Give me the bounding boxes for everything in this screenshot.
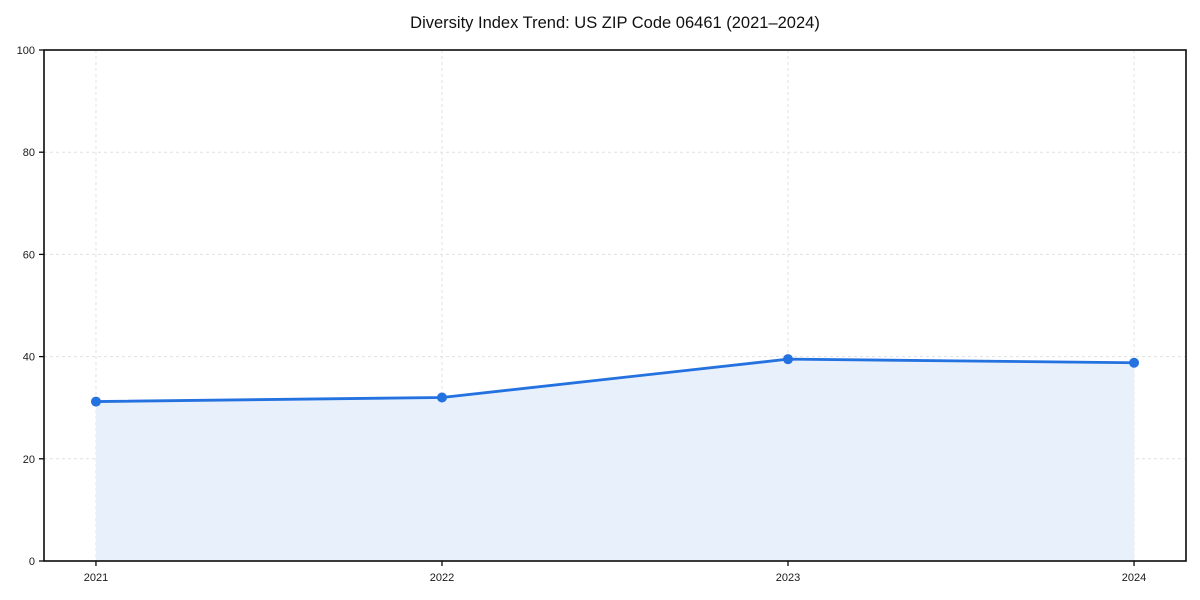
y-tick-label-60: 60 [23, 249, 35, 261]
y-tick-label-40: 40 [23, 352, 35, 364]
data-point-2021 [90, 396, 101, 407]
plot-area: 0 20 40 60 80 100 2021 2022 2023 2024 [17, 45, 1187, 584]
y-tick-label-100: 100 [17, 45, 35, 57]
data-point-2023 [783, 354, 794, 365]
plot-border [43, 49, 1187, 562]
data-point-2022 [436, 392, 447, 403]
area-fill [95, 359, 1135, 561]
y-tick-label-0: 0 [29, 556, 35, 568]
x-tick-label-2024: 2024 [1122, 572, 1146, 584]
x-tick-label-2023: 2023 [776, 572, 800, 584]
y-tick-label-80: 80 [23, 147, 35, 159]
data-point-2024 [1129, 357, 1140, 368]
x-tick-label-2021: 2021 [84, 572, 108, 584]
x-tick-label-2022: 2022 [430, 572, 454, 584]
trend-line [94, 357, 1136, 403]
y-tick-label-20: 20 [23, 454, 35, 466]
chart-title: Diversity Index Trend: US ZIP Code 06461… [410, 14, 820, 32]
